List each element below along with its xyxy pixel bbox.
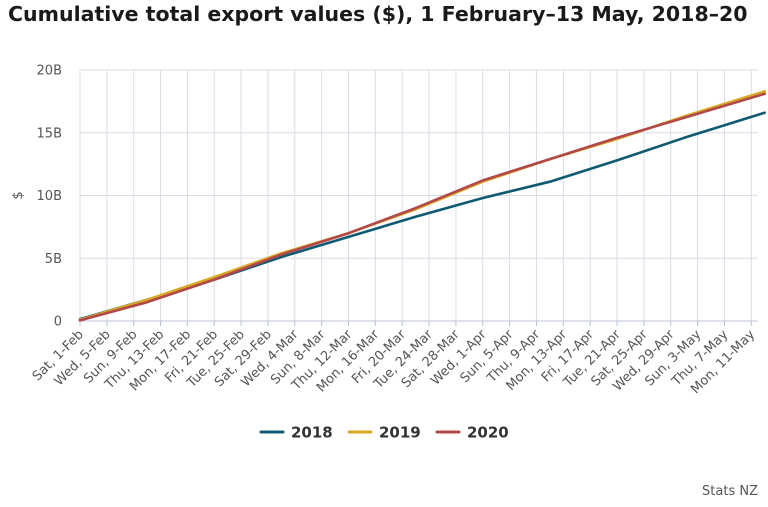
legend-label-2018: 2018 (291, 424, 333, 442)
series-line-2020 (78, 92, 767, 322)
y-tick-label: 10B (37, 189, 62, 204)
legend-label-2019: 2019 (379, 424, 421, 442)
y-tick-label: 5B (45, 252, 62, 267)
chart-title: Cumulative total export values ($), 1 Fe… (8, 2, 748, 26)
y-tick-label: 20B (37, 64, 62, 79)
legend-label-2020: 2020 (467, 424, 509, 442)
y-tick-label: 15B (37, 126, 62, 141)
y-axis-title: $ (11, 191, 26, 199)
y-tick-label: 0 (54, 315, 62, 330)
source-credit: Stats NZ (702, 484, 758, 499)
